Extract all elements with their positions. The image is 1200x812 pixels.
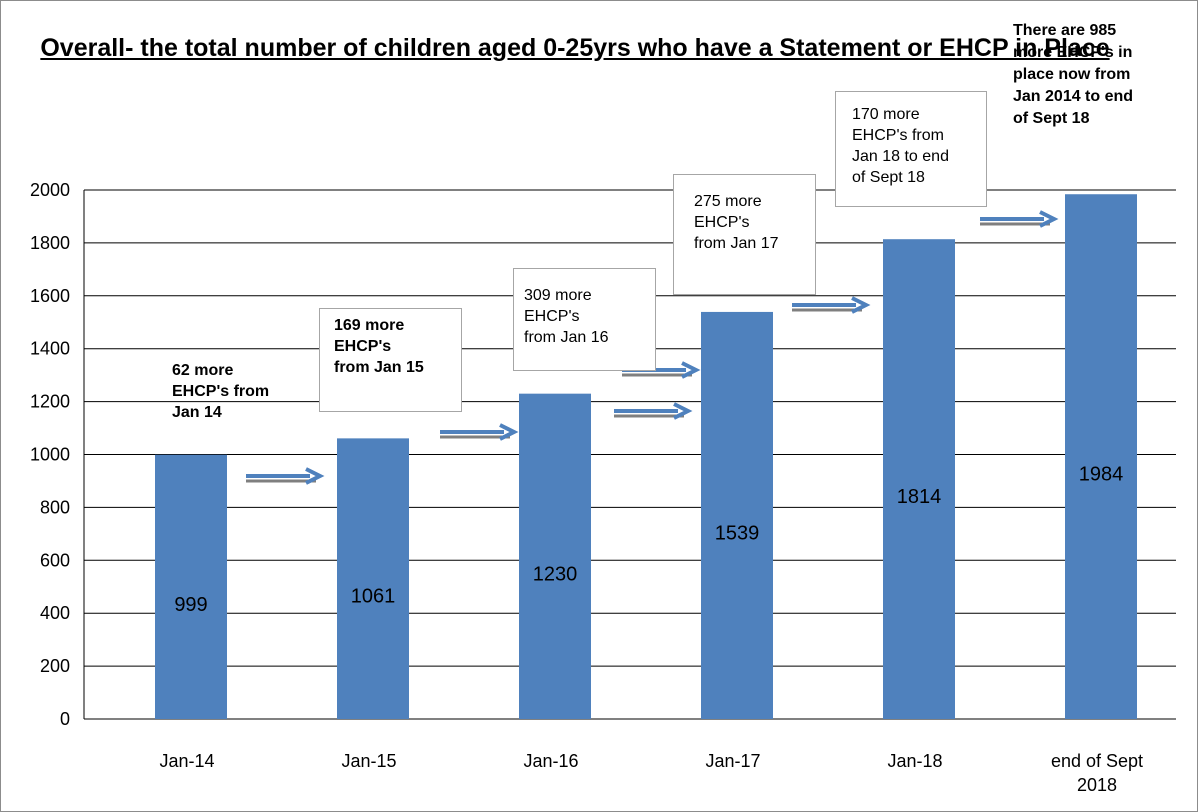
x-tick-label: Jan-16 <box>523 751 578 771</box>
annotation-5: 170 more EHCP's from Jan 18 to end of Se… <box>835 91 987 207</box>
data-label: 1230 <box>533 563 578 585</box>
x-tick-label: Jan-17 <box>705 751 760 771</box>
bar <box>519 393 591 719</box>
x-tick-label: Jan-18 <box>887 751 942 771</box>
x-tick-label: Jan-14 <box>159 751 214 771</box>
x-tick-label: end of Sept 2018 <box>1051 751 1143 795</box>
data-label: 1814 <box>897 486 942 508</box>
bar <box>1065 194 1137 719</box>
annotation-4: 275 more EHCP's from Jan 17 <box>673 174 816 295</box>
y-tick-label: 2000 <box>30 180 70 200</box>
data-label: 1984 <box>1079 464 1124 486</box>
arrow-head <box>673 402 693 420</box>
bar <box>701 311 773 719</box>
annotation-2: 169 more EHCP's from Jan 15 <box>319 308 462 412</box>
data-label: 1539 <box>715 522 760 544</box>
data-label: 1061 <box>351 586 396 608</box>
x-tick-label: Jan-15 <box>341 751 396 771</box>
arrow-head <box>499 423 519 441</box>
annotation-6: There are 985 more EHCP's in place now f… <box>1013 22 1134 127</box>
annotation-1: 62 more EHCP's from Jan 14 <box>172 362 270 421</box>
y-tick-label: 1600 <box>30 286 70 306</box>
arrow-head <box>851 296 871 314</box>
y-tick-label: 1200 <box>30 392 70 412</box>
y-tick-label: 600 <box>40 550 70 570</box>
y-tick-label: 1400 <box>30 339 70 359</box>
chart-title: Overall- the total number of children ag… <box>40 34 1110 62</box>
arrow-head <box>1039 210 1059 228</box>
y-tick-label: 1800 <box>30 233 70 253</box>
y-tick-label: 800 <box>40 497 70 517</box>
y-tick-label: 200 <box>40 656 70 676</box>
annotation-3: 309 more EHCP's from Jan 16 <box>513 268 656 371</box>
y-tick-label: 400 <box>40 603 70 623</box>
bar <box>883 239 955 719</box>
y-tick-label: 1000 <box>30 445 70 465</box>
arrow-head <box>305 467 325 485</box>
y-tick-label: 0 <box>60 709 70 729</box>
data-label: 999 <box>174 594 207 616</box>
bar <box>337 438 409 719</box>
arrow-head <box>681 361 701 379</box>
bar <box>155 454 227 719</box>
